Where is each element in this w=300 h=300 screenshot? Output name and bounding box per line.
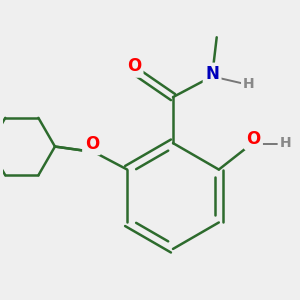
Text: O: O — [127, 57, 141, 75]
Text: O: O — [246, 130, 260, 148]
Text: N: N — [205, 65, 219, 83]
Text: H: H — [280, 136, 291, 150]
Text: H: H — [243, 77, 255, 91]
Text: O: O — [85, 135, 99, 153]
